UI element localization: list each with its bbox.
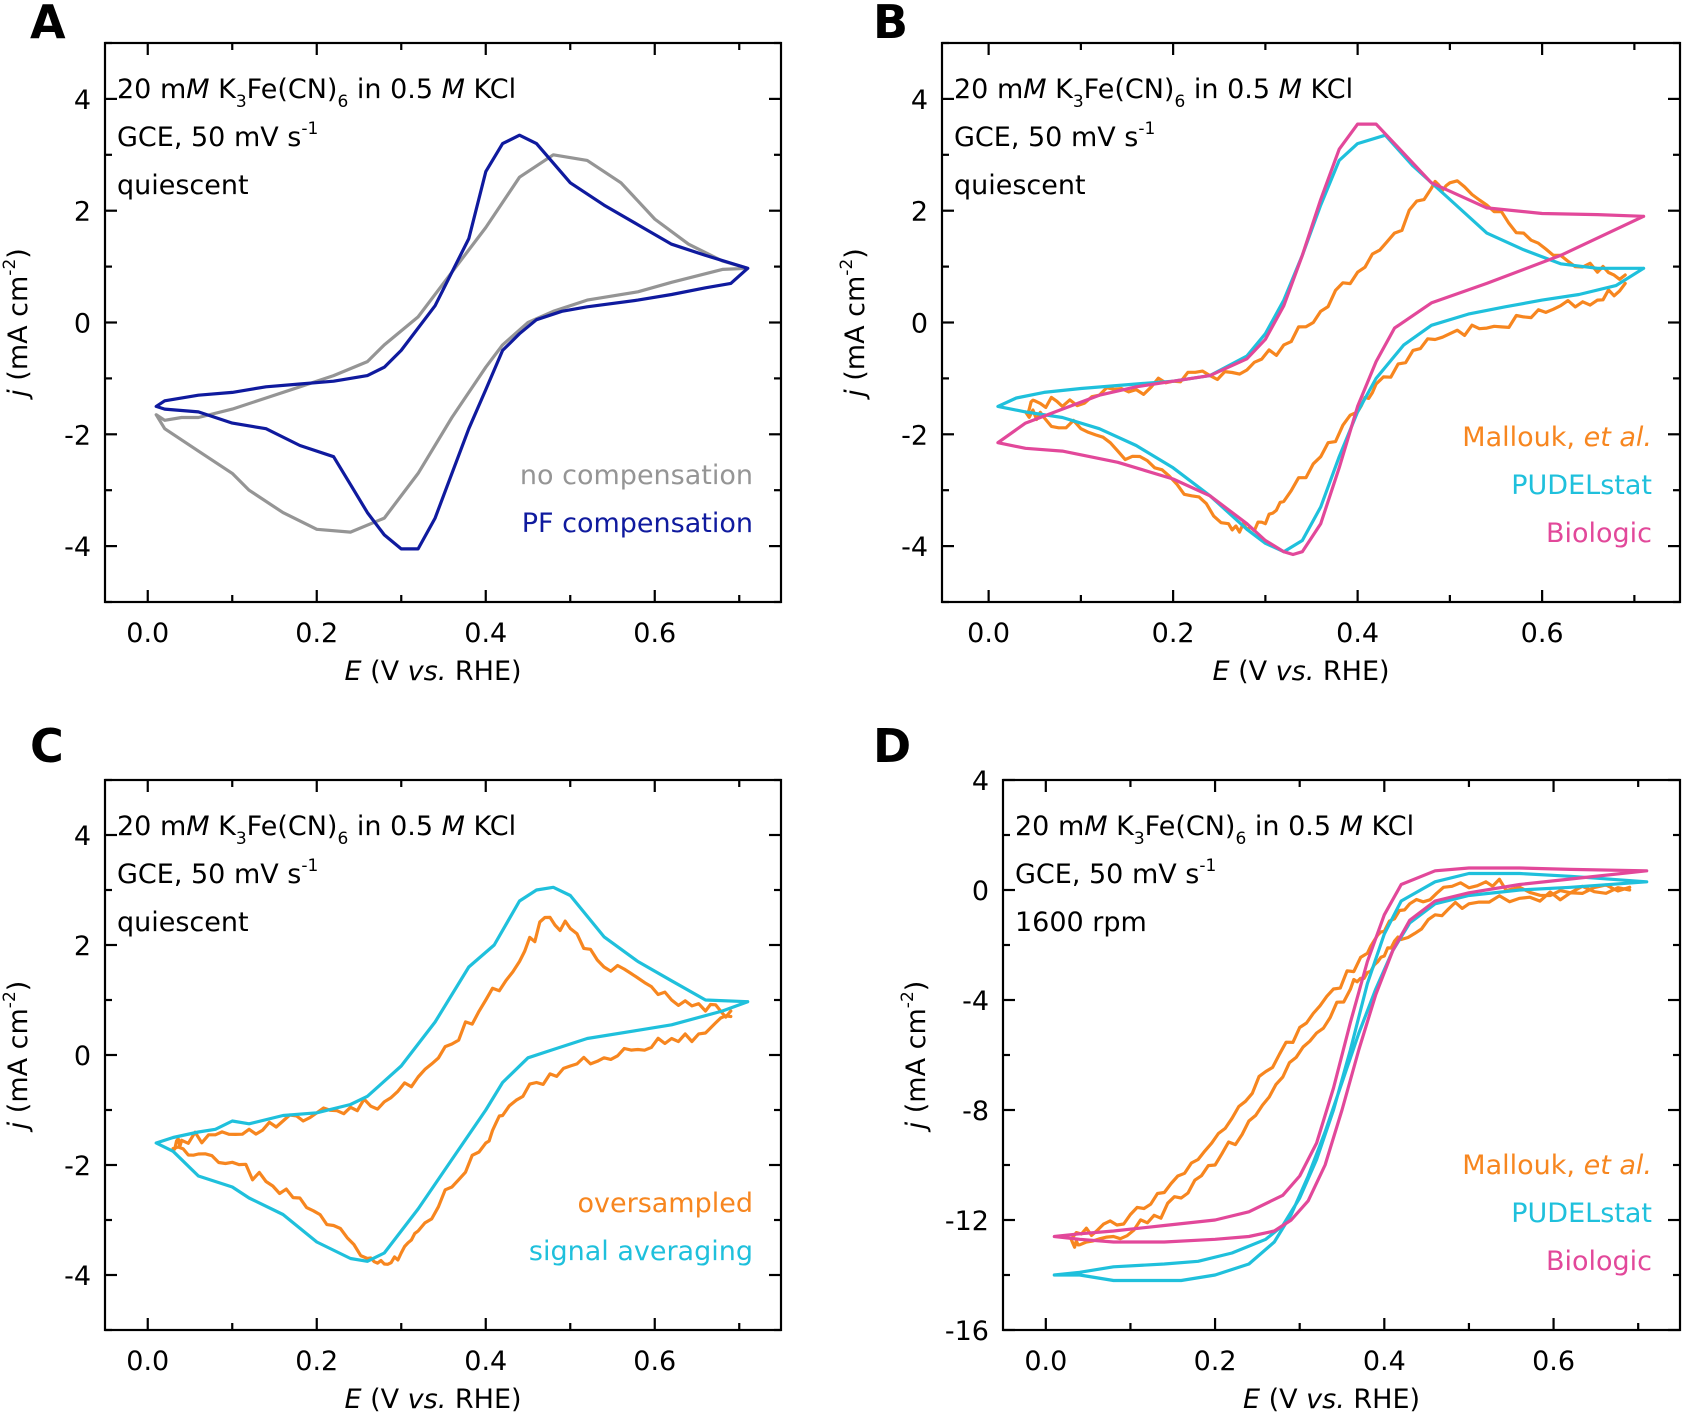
- x-tick-label: 0.4: [464, 618, 507, 649]
- legend-entry: PUDELstat: [1511, 1198, 1652, 1229]
- annotation-electrode: GCE, 50 mV s-1: [1015, 856, 1216, 890]
- legend-entry: Biologic: [1546, 518, 1652, 549]
- y-tick-label: -2: [64, 1151, 91, 1182]
- x-tick-label: 0.0: [967, 618, 1010, 649]
- x-tick-label: 0.2: [295, 618, 338, 649]
- y-tick-label: 4: [74, 85, 91, 116]
- y-tick-label: 2: [74, 931, 91, 962]
- x-tick-label: 0.6: [633, 618, 676, 649]
- legend-entry: signal averaging: [529, 1236, 753, 1267]
- y-tick-label: 0: [972, 876, 989, 907]
- legend-entry: no compensation: [520, 460, 753, 491]
- series-pf-compensation: [154, 133, 750, 551]
- y-tick-label: 0: [74, 1041, 91, 1072]
- y-tick-label: -4: [901, 532, 928, 563]
- y-tick-label: -4: [64, 532, 91, 563]
- panel-letter: C: [30, 719, 64, 773]
- x-axis-title: E (V vs. RHE): [1212, 656, 1389, 687]
- x-tick-label: 0.4: [1336, 618, 1379, 649]
- annotation-solution: 20 mM K3Fe(CN)6 in 0.5 M KCl: [117, 74, 516, 112]
- series-mallouk-et-al: [1069, 877, 1632, 1249]
- annotation-condition: quiescent: [954, 170, 1086, 201]
- y-tick-label: -2: [64, 420, 91, 451]
- annotation-electrode: GCE, 50 mV s-1: [117, 119, 318, 153]
- annotation-condition: 1600 rpm: [1015, 907, 1147, 938]
- series-biologic: [996, 122, 1646, 557]
- x-tick-label: 0.2: [1152, 618, 1195, 649]
- annotation-solution: 20 mM K3Fe(CN)6 in 0.5 M KCl: [117, 811, 516, 849]
- legend-entry: Mallouk, et al.: [1462, 422, 1652, 453]
- y-tick-label: 4: [74, 821, 91, 852]
- x-tick-label: 0.4: [1363, 1346, 1406, 1377]
- panel-letter: A: [30, 0, 66, 49]
- x-tick-label: 0.6: [1521, 618, 1564, 649]
- panel-b: B 0.0 0.2 0.4 0.6 4 2 0 -2 -4 E (V vs. RHE) j (mA c…: [837, 0, 1682, 687]
- panel-letter: D: [873, 719, 911, 773]
- series-no-compensation: [154, 153, 750, 534]
- legend-entry: PUDELstat: [1511, 470, 1652, 501]
- x-tick-label: 0.2: [1194, 1346, 1237, 1377]
- panel-letter: B: [873, 0, 908, 49]
- y-axis-title: j (mA cm-2): [0, 981, 34, 1134]
- series-oversampled: [171, 915, 733, 1266]
- series-pudelstat: [996, 133, 1646, 554]
- series-signal-averaging: [154, 885, 750, 1263]
- annotation-condition: quiescent: [117, 907, 249, 938]
- panel-c: C 0.0 0.2 0.4 0.6 4 2 0 -2 -4 E (V vs. RHE) j (mA c…: [0, 719, 783, 1415]
- x-axis-title: E (V vs. RHE): [344, 656, 521, 687]
- y-tick-label: -16: [945, 1316, 989, 1347]
- x-tick-label: 0.0: [126, 1346, 169, 1377]
- legend-entry: Biologic: [1546, 1246, 1652, 1277]
- y-axis-title: j (mA cm-2): [837, 248, 871, 401]
- x-tick-label: 0.2: [295, 1346, 338, 1377]
- annotation-electrode: GCE, 50 mV s-1: [117, 856, 318, 890]
- x-tick-label: 0.0: [1024, 1346, 1067, 1377]
- series-biologic: [1052, 866, 1649, 1244]
- legend-entry: oversampled: [577, 1188, 753, 1219]
- annotation-solution: 20 mM K3Fe(CN)6 in 0.5 M KCl: [954, 74, 1353, 112]
- annotation-condition: quiescent: [117, 170, 249, 201]
- y-tick-label: -4: [64, 1261, 91, 1292]
- panel-d: D 0.0 0.2 0.4 0.6 4 0 -4 -8 -12 -16 E (V vs. RHE) j …: [873, 719, 1682, 1415]
- y-tick-label: 0: [911, 309, 928, 340]
- x-axis-title: E (V vs. RHE): [344, 1384, 521, 1415]
- annotation-electrode: GCE, 50 mV s-1: [954, 119, 1155, 153]
- y-tick-label: 2: [74, 197, 91, 228]
- y-tick-label: -2: [901, 420, 928, 451]
- x-axis-title: E (V vs. RHE): [1243, 1384, 1420, 1415]
- x-tick-label: 0.6: [1532, 1346, 1575, 1377]
- y-tick-label: 0: [74, 309, 91, 340]
- y-tick-label: 2: [911, 197, 928, 228]
- x-tick-label: 0.6: [633, 1346, 676, 1377]
- y-axis-title: j (mA cm-2): [0, 248, 34, 401]
- x-tick-label: 0.4: [464, 1346, 507, 1377]
- y-tick-label: 4: [911, 85, 928, 116]
- y-tick-label: -4: [962, 986, 989, 1017]
- panel-a: A 0.0 0.2 0.4 0.6 4 2 0 -2 -4 E (V vs. RHE) j (mA c…: [0, 0, 783, 687]
- x-tick-label: 0.0: [126, 618, 169, 649]
- legend-entry: Mallouk, et al.: [1462, 1150, 1652, 1181]
- legend-entry: PF compensation: [522, 508, 753, 539]
- annotation-solution: 20 mM K3Fe(CN)6 in 0.5 M KCl: [1015, 811, 1414, 849]
- y-tick-label: 4: [972, 766, 989, 797]
- y-axis-title: j (mA cm-2): [898, 981, 932, 1134]
- y-tick-label: -12: [945, 1206, 989, 1237]
- y-tick-label: -8: [962, 1096, 989, 1127]
